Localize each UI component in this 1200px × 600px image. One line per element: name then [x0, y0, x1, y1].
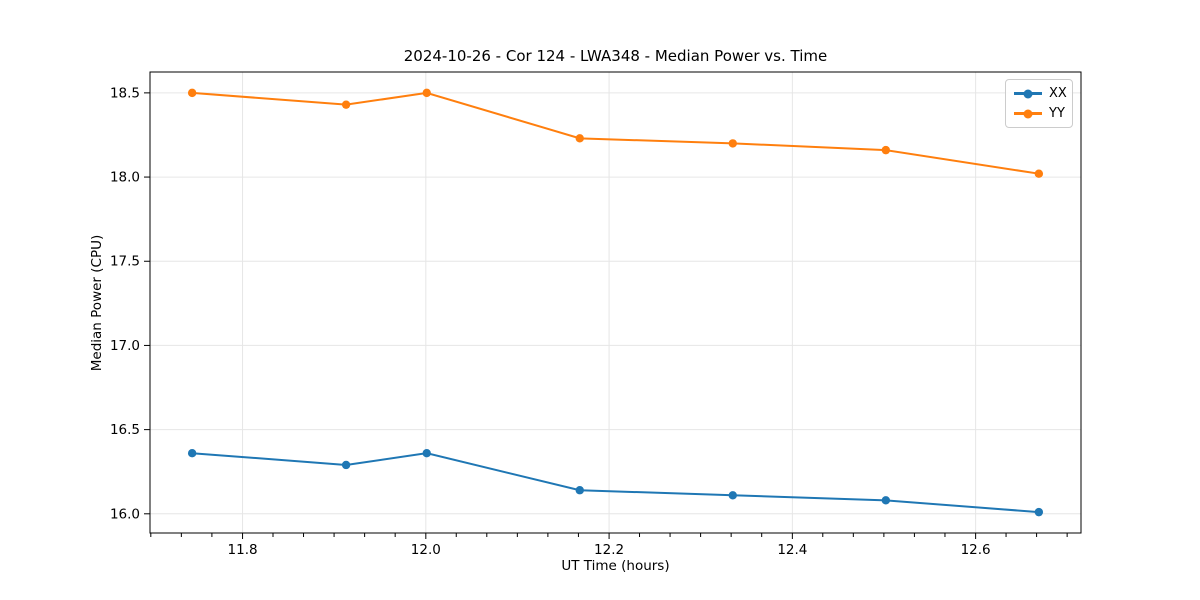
x-axis-ticks: 11.8 12.0 12.2 12.4 12.6 — [150, 533, 1068, 558]
legend-label: XX — [1049, 86, 1067, 101]
data-point-YY — [881, 145, 891, 155]
data-point-YY — [187, 88, 197, 98]
y-tick-label: 17.5 — [110, 254, 140, 270]
legend: XX YY — [1005, 79, 1073, 128]
series-line-XX — [192, 452, 1039, 514]
legend-dot-YY — [1023, 109, 1033, 118]
data-point-XX — [187, 448, 197, 458]
x-tick-label: 12.6 — [961, 542, 991, 558]
data-point-YY — [1034, 169, 1044, 178]
y-tick-label: 18.0 — [110, 170, 140, 186]
gridlines — [150, 72, 1081, 533]
series-line-YY — [192, 91, 1040, 175]
x-tick-label: 11.8 — [228, 542, 258, 558]
plot-border — [149, 71, 1082, 534]
data-point-XX — [575, 486, 584, 495]
x-tick-label: 12.0 — [411, 542, 441, 558]
y-axis-ticks: 16.0 16.5 17.0 17.5 18.0 18.5 — [110, 85, 150, 522]
data-point-YY — [728, 139, 737, 148]
data-point-XX — [1034, 507, 1044, 517]
x-axis-label: UT Time (hours) — [561, 558, 670, 574]
data-point-XX — [881, 496, 891, 505]
legend-line-marker-XX — [1014, 89, 1042, 98]
legend-dot-XX — [1023, 89, 1033, 98]
y-tick-label: 16.0 — [110, 506, 140, 522]
y-tick-label: 17.0 — [110, 338, 140, 354]
legend-line-marker-YY — [1014, 109, 1042, 118]
y-tick-label: 16.5 — [110, 422, 140, 438]
legend-item-YY: YY — [1014, 105, 1065, 122]
series-XX — [187, 448, 1044, 517]
data-point-YY — [422, 88, 431, 98]
legend-label: YY — [1049, 106, 1065, 121]
series-YY — [187, 88, 1044, 178]
data-point-XX — [422, 448, 431, 458]
data-point-XX — [341, 460, 351, 470]
legend-item-XX: XX — [1014, 85, 1067, 102]
x-tick-label: 12.2 — [594, 542, 624, 558]
x-tick-label: 12.4 — [777, 542, 807, 558]
data-point-YY — [575, 134, 584, 143]
data-point-XX — [728, 491, 737, 500]
y-tick-label: 18.5 — [110, 85, 140, 101]
chart-title: 2024-10-26 - Cor 124 - LWA348 - Median P… — [403, 47, 828, 65]
data-point-YY — [341, 100, 351, 109]
